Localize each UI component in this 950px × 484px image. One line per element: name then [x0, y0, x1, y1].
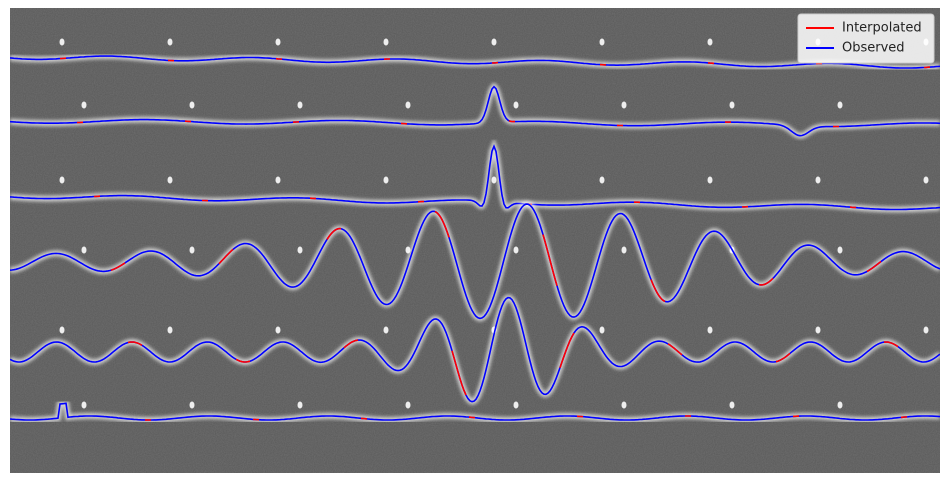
interpolated-segment: [110, 262, 126, 271]
dot: [297, 246, 303, 254]
dot: [81, 246, 87, 254]
dot: [707, 38, 713, 46]
legend-box: [797, 13, 935, 64]
dot: [729, 401, 735, 409]
dot: [621, 246, 627, 254]
interpolated-segment: [883, 341, 899, 348]
dot: [189, 101, 195, 109]
dot: [383, 326, 389, 334]
interpolated-segment: [434, 210, 450, 238]
dot: [405, 401, 411, 409]
dot: [621, 401, 627, 409]
dot: [491, 38, 497, 46]
dot: [81, 101, 87, 109]
dot: [837, 401, 843, 409]
interpolated-segment: [360, 417, 368, 420]
dot: [167, 38, 173, 46]
dot: [59, 176, 65, 184]
interpolated-segment: [849, 206, 857, 209]
dot: [513, 401, 519, 409]
dot: [275, 326, 281, 334]
interpolated-segment: [508, 120, 515, 123]
observed-trace: [10, 144, 940, 211]
legend-label: Interpolated: [842, 21, 922, 36]
dot: [729, 101, 735, 109]
dot: [815, 326, 821, 334]
dot: [405, 246, 411, 254]
interpolated-segment: [326, 227, 342, 240]
dot: [599, 176, 605, 184]
interpolated-segment: [343, 339, 359, 349]
interpolated-segment: [218, 248, 234, 265]
dot: [599, 326, 605, 334]
interpolated-segment: [542, 234, 558, 287]
dot: [167, 326, 173, 334]
interpolated-segment: [900, 416, 908, 419]
dot: [383, 38, 389, 46]
interpolated-segment: [650, 279, 666, 303]
dot: [81, 401, 87, 409]
observed-trace: [10, 55, 940, 69]
dot: [189, 401, 195, 409]
dot: [513, 246, 519, 254]
dot: [923, 326, 929, 334]
dot: [707, 176, 713, 184]
interpolated-segment: [275, 57, 283, 60]
dot: [275, 38, 281, 46]
dot: [167, 176, 173, 184]
interpolated-segment: [758, 277, 774, 286]
dot: [297, 101, 303, 109]
legend-label: Observed: [842, 41, 905, 56]
dot: [383, 176, 389, 184]
interpolated-segment: [707, 62, 715, 65]
observed-trace: [10, 85, 940, 137]
interpolated-segment: [775, 352, 791, 363]
interpolated-segment: [235, 358, 251, 363]
dot: [923, 176, 929, 184]
dot: [59, 326, 65, 334]
interpolated-segment: [127, 341, 143, 347]
observed-trace: [10, 203, 940, 320]
dot: [491, 176, 497, 184]
interpolated-segment: [667, 343, 683, 356]
dot: [599, 38, 605, 46]
legend: Interpolated Observed: [797, 13, 935, 64]
interpolated-segment: [451, 350, 467, 396]
interpolated-segment: [866, 260, 882, 273]
dot: [513, 101, 519, 109]
dot: [59, 38, 65, 46]
dot: [275, 176, 281, 184]
dot: [621, 101, 627, 109]
dot: [297, 401, 303, 409]
traces: [10, 38, 940, 423]
interpolated-segment: [559, 332, 575, 368]
dot: [837, 246, 843, 254]
dot: [189, 246, 195, 254]
dot: [815, 176, 821, 184]
dot: [707, 326, 713, 334]
dot: [837, 101, 843, 109]
dot: [405, 101, 411, 109]
interpolated-segment: [468, 416, 476, 419]
